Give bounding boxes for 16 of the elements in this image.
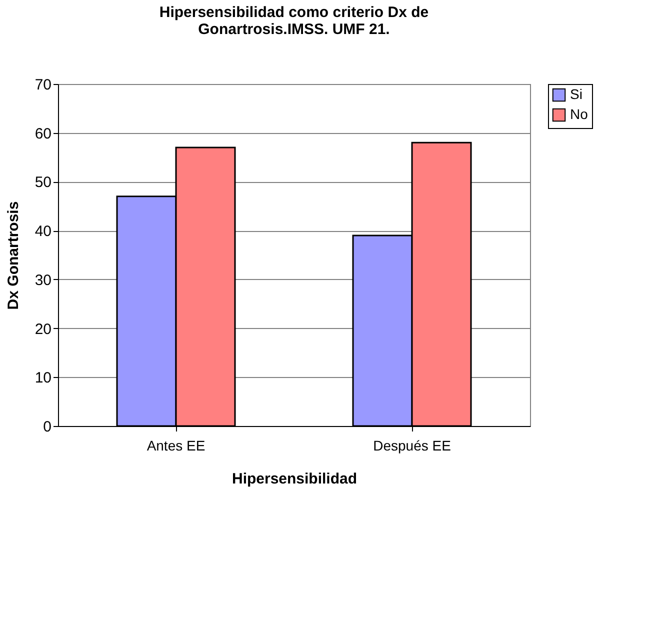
text: Hipersensibilidad como criterio Dx de <box>159 4 429 21</box>
y-tick-label: 40 <box>34 223 52 240</box>
x-tick-label: Después EE <box>373 438 451 454</box>
y-tick-label: 30 <box>34 272 52 289</box>
y-tick-label: 10 <box>34 370 52 387</box>
y-tick-label: 0 <box>43 418 52 436</box>
y-tick-label: 60 <box>34 125 52 142</box>
legend-label: No <box>570 106 588 122</box>
y-tick-label: 50 <box>34 174 52 192</box>
text: Gonartrosis.IMSS. UMF 21. <box>198 21 390 38</box>
legend-label: Si <box>570 86 582 102</box>
x-tick-label: Antes EE <box>146 438 206 454</box>
y-tick-label: 20 <box>34 320 52 338</box>
y-tick-label: 70 <box>34 76 52 94</box>
x-axis-title: Hipersensibilidad <box>232 470 358 488</box>
y-axis-title: Dx Gonartrosis <box>4 201 22 310</box>
